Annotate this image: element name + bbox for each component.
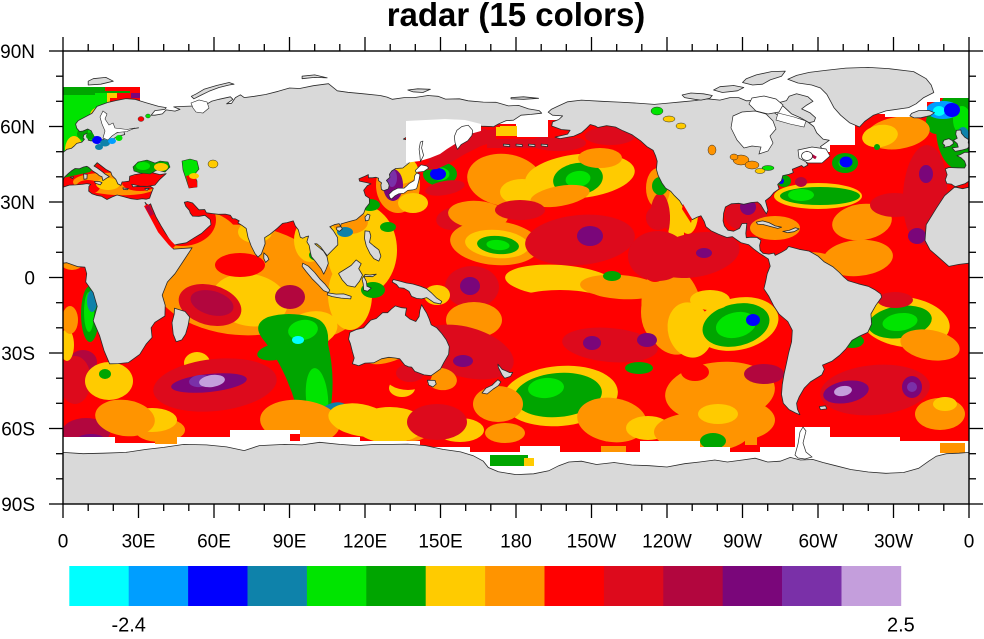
svg-text:30E: 30E	[122, 532, 156, 553]
svg-text:2.5: 2.5	[887, 615, 915, 635]
svg-text:radar (15 colors): radar (15 colors)	[387, 0, 646, 33]
svg-text:120E: 120E	[343, 532, 387, 553]
svg-text:0: 0	[24, 269, 35, 290]
svg-text:90N: 90N	[0, 42, 35, 63]
svg-text:60S: 60S	[1, 420, 35, 441]
svg-text:0: 0	[58, 532, 69, 553]
svg-text:150E: 150E	[418, 532, 462, 553]
svg-text:90S: 90S	[1, 495, 35, 516]
svg-text:30N: 30N	[0, 193, 35, 214]
svg-text:60W: 60W	[798, 532, 837, 553]
svg-text:120W: 120W	[642, 532, 692, 553]
svg-text:0: 0	[964, 532, 975, 553]
svg-text:-2.4: -2.4	[111, 615, 145, 635]
svg-text:60N: 60N	[0, 118, 35, 139]
svg-text:30W: 30W	[874, 532, 913, 553]
svg-text:30S: 30S	[1, 344, 35, 365]
svg-text:60E: 60E	[197, 532, 231, 553]
svg-text:150W: 150W	[567, 532, 617, 553]
svg-text:180: 180	[500, 532, 532, 553]
svg-text:90E: 90E	[273, 532, 307, 553]
svg-text:90W: 90W	[723, 532, 762, 553]
